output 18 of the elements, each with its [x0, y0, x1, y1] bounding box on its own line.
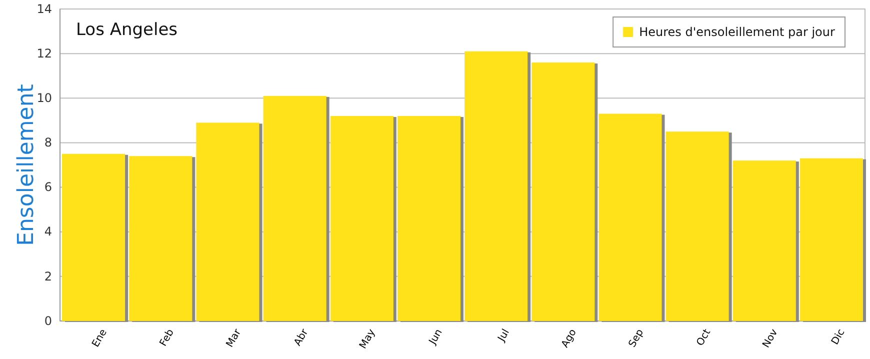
x-tick-label: Jun	[426, 327, 445, 348]
y-tick-label: 14	[36, 2, 52, 16]
y-tick-label: 10	[36, 90, 52, 105]
y-tick-label: 0	[44, 314, 52, 328]
x-tick-label: Feb	[158, 327, 176, 348]
x-tick-label: Jul	[496, 327, 512, 344]
x-tick-label: Sep	[627, 327, 646, 350]
y-axis-title: Ensoleillement	[14, 84, 39, 246]
y-tick-label: 6	[44, 180, 52, 194]
y-tick-label: 2	[44, 269, 52, 284]
y-tick-label: 4	[44, 224, 52, 239]
text: Los Angeles	[76, 20, 178, 40]
y-tick-label: 12	[36, 46, 52, 60]
legend-label: Heures d'ensoleillement par jour	[639, 25, 835, 39]
x-tick-label: Ene	[90, 327, 110, 350]
x-tick-label: Oct	[694, 327, 714, 348]
y-tick-label: 8	[44, 136, 52, 150]
x-tick-label: Dic	[830, 327, 848, 347]
